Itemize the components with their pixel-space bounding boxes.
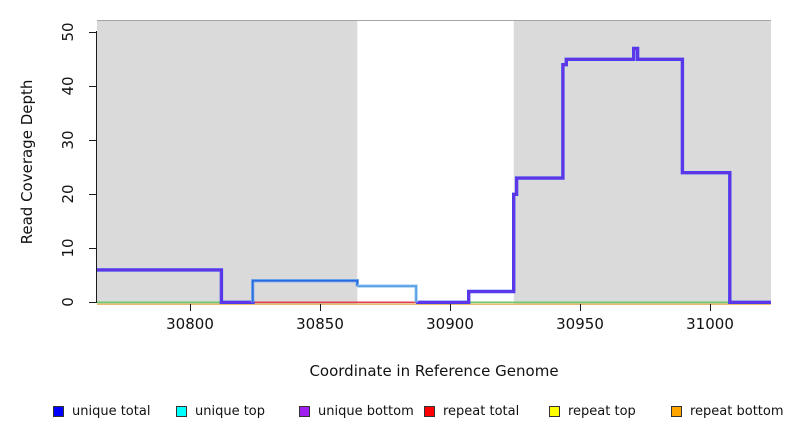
legend-label: unique total bbox=[72, 403, 151, 419]
y-tick bbox=[89, 302, 96, 303]
y-tick-label: 50 bbox=[59, 22, 77, 42]
legend-label: repeat total bbox=[443, 403, 520, 419]
x-tick bbox=[450, 304, 451, 311]
y-tick-label: 20 bbox=[59, 184, 77, 204]
y-tick bbox=[89, 140, 96, 141]
coverage-line bbox=[416, 47, 771, 304]
y-axis-title: Read Coverage Depth bbox=[18, 79, 36, 245]
legend-label: unique top bbox=[195, 403, 266, 419]
legend-label: unique bottom bbox=[318, 403, 414, 419]
y-tick bbox=[89, 248, 96, 249]
legend-swatch bbox=[299, 405, 310, 417]
coverage-line bbox=[97, 268, 255, 304]
legend-item-repeat-top: repeat top bbox=[549, 398, 636, 424]
legend-item-repeat-bottom: repeat bottom bbox=[671, 398, 784, 424]
legend: unique total unique top unique bottom repea… bbox=[0, 398, 792, 424]
x-tick bbox=[190, 304, 191, 311]
legend-item-unique-total: unique total bbox=[53, 398, 150, 424]
y-tick-label: 40 bbox=[59, 76, 77, 96]
coverage-line bbox=[357, 285, 418, 303]
legend-label: repeat bottom bbox=[690, 403, 784, 419]
plot-area bbox=[97, 21, 771, 305]
legend-swatch bbox=[176, 405, 187, 417]
x-tick-label: 30950 bbox=[556, 315, 604, 333]
coverage-line bbox=[251, 279, 359, 303]
legend-label: repeat top bbox=[568, 403, 636, 419]
y-tick-label: 0 bbox=[59, 297, 77, 307]
y-tick bbox=[89, 194, 96, 195]
legend-item-unique-bottom: unique bottom bbox=[299, 398, 414, 424]
legend-swatch bbox=[53, 405, 64, 417]
x-tick bbox=[580, 304, 581, 311]
x-tick-label: 31000 bbox=[686, 315, 734, 333]
legend-item-unique-top: unique top bbox=[176, 398, 265, 424]
legend-swatch bbox=[424, 405, 435, 417]
x-tick-label: 30900 bbox=[426, 315, 474, 333]
y-tick-label: 10 bbox=[59, 238, 77, 258]
legend-swatch bbox=[549, 405, 560, 417]
coverage-step-lines bbox=[97, 21, 771, 305]
y-tick-label: 30 bbox=[59, 130, 77, 150]
x-tick bbox=[710, 304, 711, 311]
y-tick bbox=[89, 32, 96, 33]
y-axis-line bbox=[96, 31, 97, 303]
x-tick-label: 30800 bbox=[166, 315, 214, 333]
x-tick-label: 30850 bbox=[296, 315, 344, 333]
y-tick bbox=[89, 86, 96, 87]
legend-swatch bbox=[671, 405, 682, 417]
coverage-line-halo bbox=[97, 268, 255, 304]
legend-item-repeat-total: repeat total bbox=[424, 398, 519, 424]
x-axis-title: Coordinate in Reference Genome bbox=[309, 362, 559, 380]
coverage-line-halo bbox=[250, 279, 359, 303]
x-tick bbox=[320, 304, 321, 311]
plot-top-border bbox=[97, 20, 771, 21]
highlight-region bbox=[357, 21, 514, 304]
